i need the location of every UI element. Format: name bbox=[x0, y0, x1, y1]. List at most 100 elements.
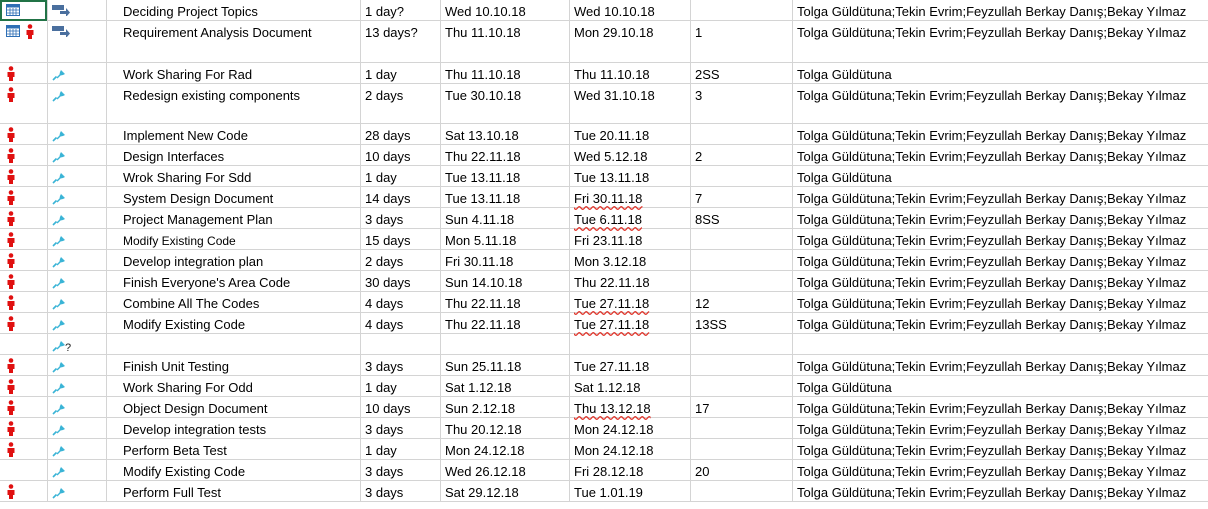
resource-names-cell[interactable]: Tolga Güldütuna;Tekin Evrim;Feyzullah Be… bbox=[793, 481, 1208, 501]
task-name-cell[interactable]: Work Sharing For Odd bbox=[107, 376, 361, 396]
finish-cell[interactable]: Tue 13.11.18 bbox=[570, 166, 691, 186]
task-name-cell[interactable]: Deciding Project Topics bbox=[107, 0, 361, 20]
resource-names-cell[interactable]: Tolga Güldütuna;Tekin Evrim;Feyzullah Be… bbox=[793, 84, 1208, 123]
predecessors-cell[interactable] bbox=[691, 0, 793, 20]
task-name-cell[interactable]: Combine All The Codes bbox=[107, 292, 361, 312]
finish-cell[interactable]: Fri 30.11.18 bbox=[570, 187, 691, 207]
task-mode-cell[interactable] bbox=[48, 166, 107, 186]
duration-cell[interactable]: 13 days? bbox=[361, 21, 441, 62]
resource-names-cell[interactable]: Tolga Güldütuna;Tekin Evrim;Feyzullah Be… bbox=[793, 124, 1208, 144]
task-row[interactable]: Perform Full Test 3 days Sat 29.12.18 Tue 1… bbox=[0, 481, 1208, 502]
task-mode-cell[interactable] bbox=[48, 124, 107, 144]
task-mode-cell[interactable] bbox=[48, 271, 107, 291]
predecessors-cell[interactable]: 2SS bbox=[691, 63, 793, 83]
predecessors-cell[interactable]: 20 bbox=[691, 460, 793, 480]
resource-names-cell[interactable]: Tolga Güldütuna;Tekin Evrim;Feyzullah Be… bbox=[793, 460, 1208, 480]
resource-names-cell[interactable]: Tolga Güldütuna;Tekin Evrim;Feyzullah Be… bbox=[793, 292, 1208, 312]
predecessors-cell[interactable] bbox=[691, 229, 793, 249]
start-cell[interactable]: Mon 24.12.18 bbox=[441, 439, 570, 459]
task-mode-cell[interactable] bbox=[48, 376, 107, 396]
resource-names-cell[interactable]: Tolga Güldütuna;Tekin Evrim;Feyzullah Be… bbox=[793, 229, 1208, 249]
start-cell[interactable]: Thu 22.11.18 bbox=[441, 145, 570, 165]
finish-cell[interactable]: Tue 27.11.18 bbox=[570, 292, 691, 312]
indicator-cell[interactable] bbox=[0, 84, 48, 123]
task-mode-cell[interactable] bbox=[48, 145, 107, 165]
task-name-cell[interactable]: Work Sharing For Rad bbox=[107, 63, 361, 83]
task-name-cell[interactable]: Design Interfaces bbox=[107, 145, 361, 165]
task-mode-cell[interactable] bbox=[48, 250, 107, 270]
task-mode-cell[interactable] bbox=[48, 84, 107, 123]
finish-cell[interactable]: Sat 1.12.18 bbox=[570, 376, 691, 396]
duration-cell[interactable]: 4 days bbox=[361, 313, 441, 333]
indicator-cell[interactable] bbox=[0, 145, 48, 165]
finish-cell[interactable]: Mon 29.10.18 bbox=[570, 21, 691, 62]
task-row[interactable]: Deciding Project Topics 1 day? Wed 10.10.1… bbox=[0, 0, 1208, 21]
task-row[interactable]: Finish Unit Testing 3 days Sun 25.11.18 Tue… bbox=[0, 355, 1208, 376]
start-cell[interactable]: Thu 22.11.18 bbox=[441, 292, 570, 312]
predecessors-cell[interactable]: 12 bbox=[691, 292, 793, 312]
finish-cell[interactable]: Wed 31.10.18 bbox=[570, 84, 691, 123]
resource-names-cell[interactable]: Tolga Güldütuna;Tekin Evrim;Feyzullah Be… bbox=[793, 145, 1208, 165]
start-cell[interactable]: Sat 29.12.18 bbox=[441, 481, 570, 501]
task-mode-cell[interactable] bbox=[48, 439, 107, 459]
indicator-cell[interactable] bbox=[0, 250, 48, 270]
resource-names-cell[interactable]: Tolga Güldütuna;Tekin Evrim;Feyzullah Be… bbox=[793, 21, 1208, 62]
task-row[interactable]: Develop integration tests 3 days Thu 20.12… bbox=[0, 418, 1208, 439]
duration-cell[interactable] bbox=[361, 334, 441, 354]
predecessors-cell[interactable]: 3 bbox=[691, 84, 793, 123]
finish-cell[interactable]: Tue 27.11.18 bbox=[570, 355, 691, 375]
indicator-cell[interactable] bbox=[0, 313, 48, 333]
indicator-cell[interactable] bbox=[0, 481, 48, 501]
task-name-cell[interactable]: Perform Beta Test bbox=[107, 439, 361, 459]
task-name-cell[interactable]: Implement New Code bbox=[107, 124, 361, 144]
task-mode-cell[interactable] bbox=[48, 418, 107, 438]
predecessors-cell[interactable]: 17 bbox=[691, 397, 793, 417]
indicator-cell[interactable] bbox=[0, 376, 48, 396]
predecessors-cell[interactable]: 13SS bbox=[691, 313, 793, 333]
task-row[interactable]: Project Management Plan 3 days Sun 4.11.18… bbox=[0, 208, 1208, 229]
start-cell[interactable]: Thu 11.10.18 bbox=[441, 63, 570, 83]
predecessors-cell[interactable] bbox=[691, 250, 793, 270]
finish-cell[interactable]: Tue 27.11.18 bbox=[570, 313, 691, 333]
resource-names-cell[interactable]: Tolga Güldütuna;Tekin Evrim;Feyzullah Be… bbox=[793, 271, 1208, 291]
task-mode-cell[interactable] bbox=[48, 0, 107, 20]
start-cell[interactable]: Thu 20.12.18 bbox=[441, 418, 570, 438]
finish-cell[interactable]: Tue 20.11.18 bbox=[570, 124, 691, 144]
finish-cell[interactable]: Tue 6.11.18 bbox=[570, 208, 691, 228]
task-mode-cell[interactable] bbox=[48, 229, 107, 249]
indicator-cell[interactable] bbox=[0, 124, 48, 144]
finish-cell[interactable]: Thu 13.12.18 bbox=[570, 397, 691, 417]
duration-cell[interactable]: 2 days bbox=[361, 84, 441, 123]
indicator-cell[interactable] bbox=[0, 21, 48, 62]
predecessors-cell[interactable]: 2 bbox=[691, 145, 793, 165]
duration-cell[interactable]: 1 day bbox=[361, 376, 441, 396]
start-cell[interactable]: Tue 13.11.18 bbox=[441, 166, 570, 186]
predecessors-cell[interactable] bbox=[691, 124, 793, 144]
duration-cell[interactable]: 3 days bbox=[361, 460, 441, 480]
finish-cell[interactable] bbox=[570, 334, 691, 354]
indicator-cell[interactable] bbox=[0, 187, 48, 207]
predecessors-cell[interactable] bbox=[691, 271, 793, 291]
start-cell[interactable]: Tue 30.10.18 bbox=[441, 84, 570, 123]
resource-names-cell[interactable]: Tolga Güldütuna bbox=[793, 166, 1208, 186]
task-mode-cell[interactable] bbox=[48, 63, 107, 83]
task-name-cell[interactable]: Requirement Analysis Document bbox=[107, 21, 361, 62]
task-row[interactable]: Modify Existing Code 4 days Thu 22.11.18 Tu… bbox=[0, 313, 1208, 334]
task-row[interactable]: Work Sharing For Rad 1 day Thu 11.10.18 Thu… bbox=[0, 63, 1208, 84]
task-mode-cell[interactable] bbox=[48, 481, 107, 501]
task-name-cell[interactable]: Modify Existing Code bbox=[107, 460, 361, 480]
indicator-cell[interactable] bbox=[0, 334, 48, 354]
indicator-cell[interactable] bbox=[0, 355, 48, 375]
duration-cell[interactable]: 10 days bbox=[361, 145, 441, 165]
resource-names-cell[interactable]: Tolga Güldütuna;Tekin Evrim;Feyzullah Be… bbox=[793, 313, 1208, 333]
start-cell[interactable]: Thu 11.10.18 bbox=[441, 21, 570, 62]
finish-cell[interactable]: Tue 1.01.19 bbox=[570, 481, 691, 501]
task-mode-cell[interactable] bbox=[48, 187, 107, 207]
duration-cell[interactable]: 3 days bbox=[361, 208, 441, 228]
task-name-cell[interactable]: Develop integration plan bbox=[107, 250, 361, 270]
task-mode-cell[interactable] bbox=[48, 355, 107, 375]
task-row[interactable]: Develop integration plan 2 days Fri 30.11.… bbox=[0, 250, 1208, 271]
start-cell[interactable] bbox=[441, 334, 570, 354]
task-name-cell[interactable]: Modify Existing Code bbox=[107, 313, 361, 333]
finish-cell[interactable]: Mon 3.12.18 bbox=[570, 250, 691, 270]
